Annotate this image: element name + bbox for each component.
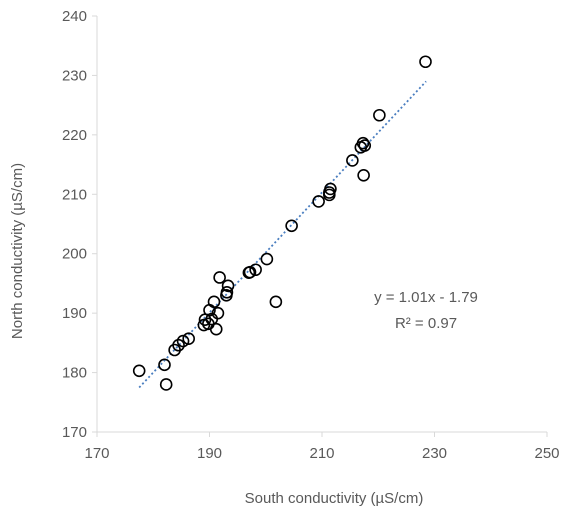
data-point <box>221 279 235 293</box>
equation-label: y = 1.01x - 1.79 <box>374 289 478 306</box>
data-point <box>373 108 386 122</box>
data-point <box>213 271 226 284</box>
y-tick-label: 210 <box>62 186 87 203</box>
data-point <box>324 182 337 196</box>
data-point <box>220 286 234 299</box>
data-point <box>312 195 325 208</box>
data-point <box>285 219 298 233</box>
x-tick-label: 190 <box>197 445 222 462</box>
data-point <box>207 295 221 309</box>
x-tick-label: 250 <box>534 445 559 462</box>
data-point <box>176 334 190 348</box>
y-tick-label: 220 <box>62 127 87 144</box>
y-tick-label: 200 <box>62 246 87 263</box>
data-point <box>182 332 195 345</box>
data-point <box>357 168 370 182</box>
data-point <box>269 295 283 309</box>
y-axis-title: North conductivity (µS/cm) <box>9 163 26 339</box>
x-tick-label: 230 <box>422 445 447 462</box>
data-point <box>243 265 257 279</box>
data-point <box>159 378 173 391</box>
data-point <box>211 306 225 320</box>
data-point <box>249 263 262 277</box>
y-tick-label: 180 <box>62 365 87 382</box>
x-tick-label: 170 <box>84 445 109 462</box>
data-point <box>209 322 223 336</box>
y-tick-label: 170 <box>62 424 87 441</box>
y-tick-label: 240 <box>62 8 87 25</box>
y-tick-label: 190 <box>62 305 87 322</box>
x-tick-labels: 170 190 210 230 250 <box>84 432 560 462</box>
data-point <box>158 358 171 372</box>
data-point <box>346 154 359 167</box>
data-points <box>132 55 432 391</box>
y-tick-labels: 170 180 190 200 210 220 230 240 <box>62 8 97 441</box>
x-tick-label: 210 <box>309 445 334 462</box>
y-tick-label: 230 <box>62 67 87 84</box>
r-squared-label: R² = 0.97 <box>395 315 457 332</box>
data-point <box>358 139 372 152</box>
data-point <box>172 338 185 352</box>
data-point <box>419 55 432 69</box>
data-point <box>132 364 146 378</box>
data-point <box>260 252 274 266</box>
data-point <box>356 136 370 150</box>
x-axis-title: South conductivity (µS/cm) <box>245 490 424 507</box>
